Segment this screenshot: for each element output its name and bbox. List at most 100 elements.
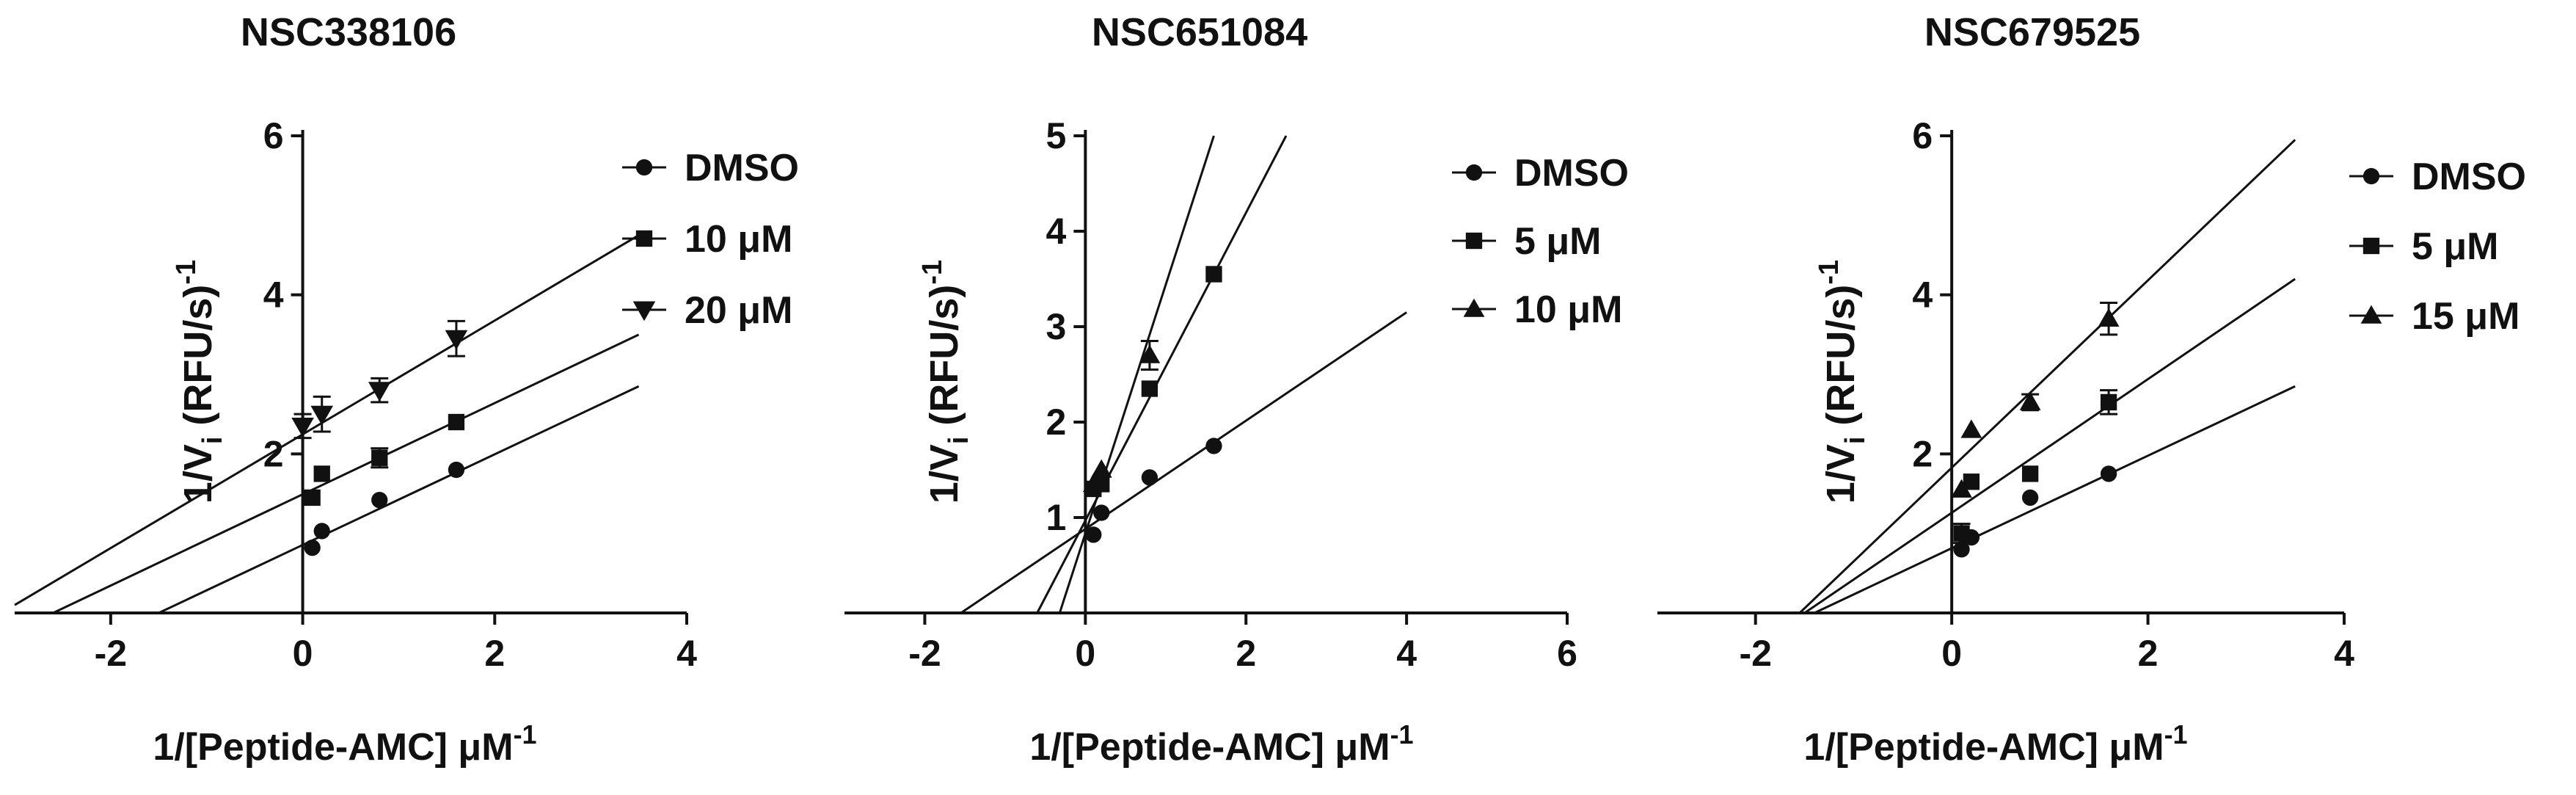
data-point (368, 382, 391, 402)
data-point (1139, 344, 1161, 363)
fit-line (1036, 135, 1288, 614)
series-1 (158, 385, 640, 614)
data-point (2100, 393, 2117, 411)
fit-line (1798, 139, 2296, 614)
legend-label: DMSO (685, 147, 799, 189)
x-tick-label: 2 (2138, 633, 2159, 674)
legend-entry: DMSO (1452, 152, 1629, 195)
fit-line (1814, 385, 2296, 614)
x-tick-label: 0 (1941, 633, 1962, 674)
data-point (1963, 473, 1980, 490)
y-tick-label: 3 (1046, 306, 1067, 347)
data-point (310, 405, 334, 426)
data-point (448, 413, 465, 431)
series-1 (1814, 385, 2296, 614)
data-point (313, 523, 330, 540)
data-point (1082, 473, 1104, 493)
legend-entry: 15 μM (2349, 295, 2520, 338)
fit-line (960, 311, 1407, 614)
data-point (1960, 419, 1982, 438)
data-point (1953, 525, 1970, 542)
data-point (291, 417, 314, 438)
series-3 (1058, 135, 1215, 614)
series-2 (1803, 277, 2296, 614)
legend-entry: DMSO (622, 147, 799, 189)
y-tick-label: 4 (263, 275, 284, 316)
legend-label: 20 μM (685, 289, 792, 332)
y-tick-label: 2 (1046, 402, 1067, 443)
x-axis-label: 1/[Peptide-AMC] μM-1 (1803, 719, 2187, 769)
x-tick-label: 4 (2334, 633, 2354, 674)
series-3 (14, 234, 640, 606)
legend-marker (632, 301, 656, 322)
series-1 (960, 311, 1407, 614)
y-tick-label: 2 (1912, 433, 1933, 474)
chart-panel-3: NSC679525 -2 0 2 4 2 4 6 1/[Peptide-AMC] μM-1 1/V… (1657, 10, 2526, 769)
x-tick-label: 4 (676, 633, 697, 674)
fit-line (14, 234, 640, 606)
legend-entry: 5 μM (1452, 220, 1602, 263)
legend-marker (1465, 232, 1483, 250)
x-tick-label: 2 (1236, 633, 1256, 674)
legend-marker (1463, 298, 1485, 317)
data-point (313, 465, 330, 482)
data-point (448, 461, 465, 479)
legend-entry: 10 μM (1452, 288, 1622, 331)
data-point (1085, 526, 1102, 543)
data-point (1141, 469, 1159, 486)
legend-entry: 10 μM (622, 218, 792, 261)
legend-label: DMSO (1514, 152, 1629, 195)
data-point (1205, 438, 1222, 454)
chart-title: NSC338106 (241, 10, 456, 54)
x-tick-label: 0 (293, 633, 313, 674)
x-tick-label: 6 (1557, 633, 1577, 674)
data-point (2100, 465, 2117, 482)
legend-marker (2362, 237, 2380, 255)
data-point (1951, 479, 1972, 498)
data-point (1090, 459, 1112, 478)
x-tick-label: -2 (908, 633, 941, 674)
chart-title: NSC651084 (1092, 10, 1307, 54)
series-2 (1036, 135, 1288, 614)
legend-label: DMSO (2412, 156, 2526, 198)
y-tick-label: 4 (1912, 275, 1933, 316)
data-point (2019, 391, 2041, 410)
legend-marker (635, 230, 653, 247)
data-point (2021, 465, 2039, 482)
y-tick-label: 5 (1046, 115, 1067, 156)
y-tick-label: 6 (263, 115, 284, 156)
x-axis-label: 1/[Peptide-AMC] μM-1 (153, 719, 536, 769)
series-3 (1798, 139, 2296, 614)
x-tick-label: -2 (95, 633, 127, 674)
data-point (1093, 504, 1110, 521)
x-tick-label: 4 (1396, 633, 1417, 674)
data-point (2021, 489, 2039, 507)
data-point (445, 330, 468, 350)
x-tick-label: 0 (1075, 633, 1095, 674)
data-point (304, 540, 321, 556)
data-point (1205, 266, 1222, 283)
legend-entry: DMSO (2349, 156, 2526, 198)
series-2 (52, 333, 640, 614)
x-axis-label: 1/[Peptide-AMC] μM-1 (1029, 719, 1413, 769)
y-tick-label: 6 (1912, 115, 1933, 156)
chart-panel-1: NSC338106 -2 0 2 4 2 4 6 1/[Peptide-AMC] μM-1 1/V… (14, 10, 799, 769)
y-tick-label: 4 (1046, 211, 1067, 252)
legend-marker (635, 159, 653, 176)
data-point (371, 492, 388, 509)
fit-line (1803, 277, 2296, 614)
data-point (1953, 541, 1970, 558)
fit-line (158, 385, 640, 614)
legend-entry: 5 μM (2349, 225, 2499, 268)
legend-marker (1465, 164, 1483, 181)
chart-panel-2: NSC651084 -2 0 2 4 6 1 2 3 4 5 1/[Peptide-AMC] μM-1… (844, 10, 1629, 769)
data-point (2098, 308, 2120, 327)
y-tick-label: 1 (1046, 497, 1067, 538)
data-point (304, 489, 321, 507)
fit-line (1058, 135, 1215, 614)
legend-marker (2362, 167, 2380, 185)
legend-marker (2360, 305, 2382, 324)
legend-label: 5 μM (2412, 225, 2499, 268)
x-tick-label: -2 (1739, 633, 1771, 674)
